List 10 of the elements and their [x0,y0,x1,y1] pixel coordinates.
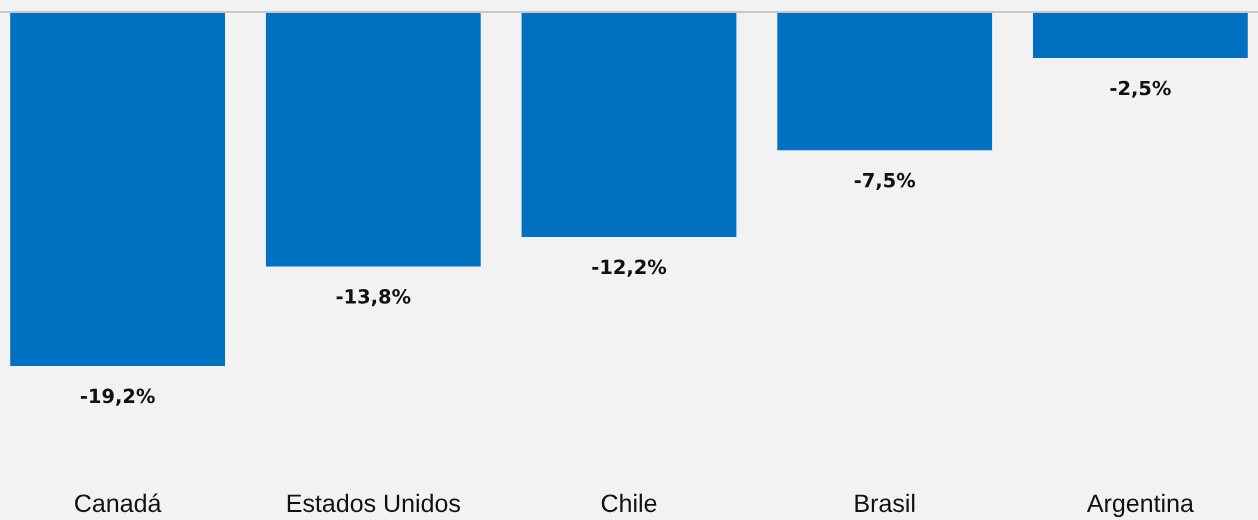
data-label: -19,2% [80,388,155,406]
data-label: -12,2% [592,259,667,277]
data-label: -2,5% [1110,80,1171,98]
data-label: -13,8% [336,289,411,307]
data-label: -7,5% [854,172,916,191]
x-tick-label: Chile [601,493,657,513]
x-tick-label: Canadá [75,493,162,513]
x-tick-label: Argentina [1086,493,1194,518]
x-tick-label: Estados Unidos [287,493,460,513]
x-tick-label: Brasil [855,493,915,513]
